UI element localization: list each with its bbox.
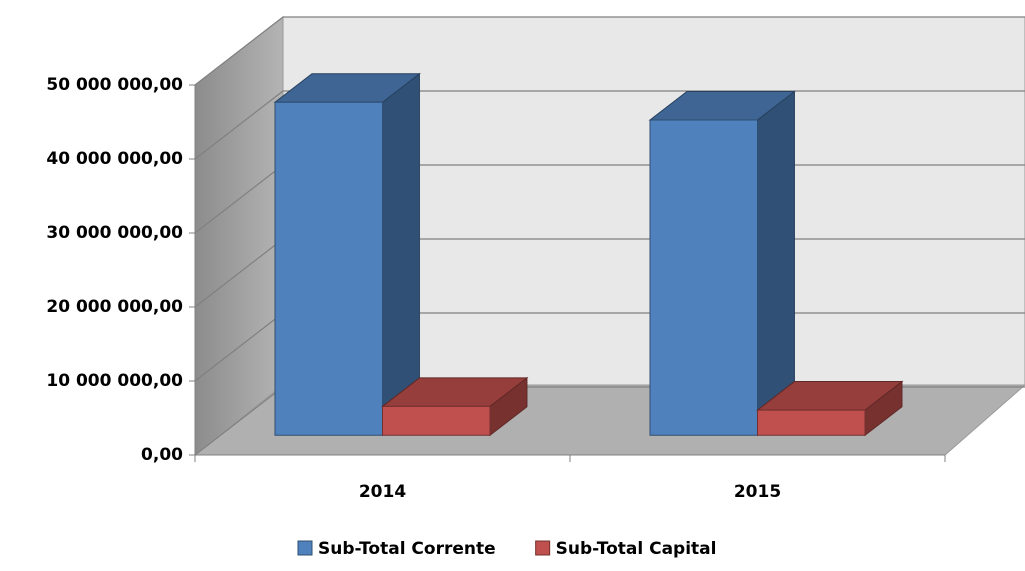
side-wall (194, 15, 284, 457)
y-tick-label: 40 000 000,00 (46, 149, 183, 169)
legend-swatch (297, 540, 313, 556)
legend-label: Sub-Total Corrente (318, 539, 496, 559)
bar (382, 405, 491, 436)
bar-side (382, 72, 420, 437)
bar (757, 409, 866, 436)
y-tick-label: 10 000 000,00 (46, 371, 183, 391)
y-tick-label: 50 000 000,00 (46, 75, 183, 95)
y-tick-label: 0,00 (141, 445, 183, 465)
x-tick-label: 2015 (734, 482, 781, 502)
y-tick-label: 30 000 000,00 (46, 223, 183, 243)
bar-side (757, 90, 795, 437)
legend-swatch (535, 540, 551, 556)
grid-line (194, 16, 1025, 86)
bar (649, 119, 758, 436)
y-tick-label: 20 000 000,00 (46, 297, 183, 317)
x-tick-label: 2014 (359, 482, 406, 502)
bar (274, 101, 383, 436)
legend-label: Sub-Total Capital (556, 539, 717, 559)
